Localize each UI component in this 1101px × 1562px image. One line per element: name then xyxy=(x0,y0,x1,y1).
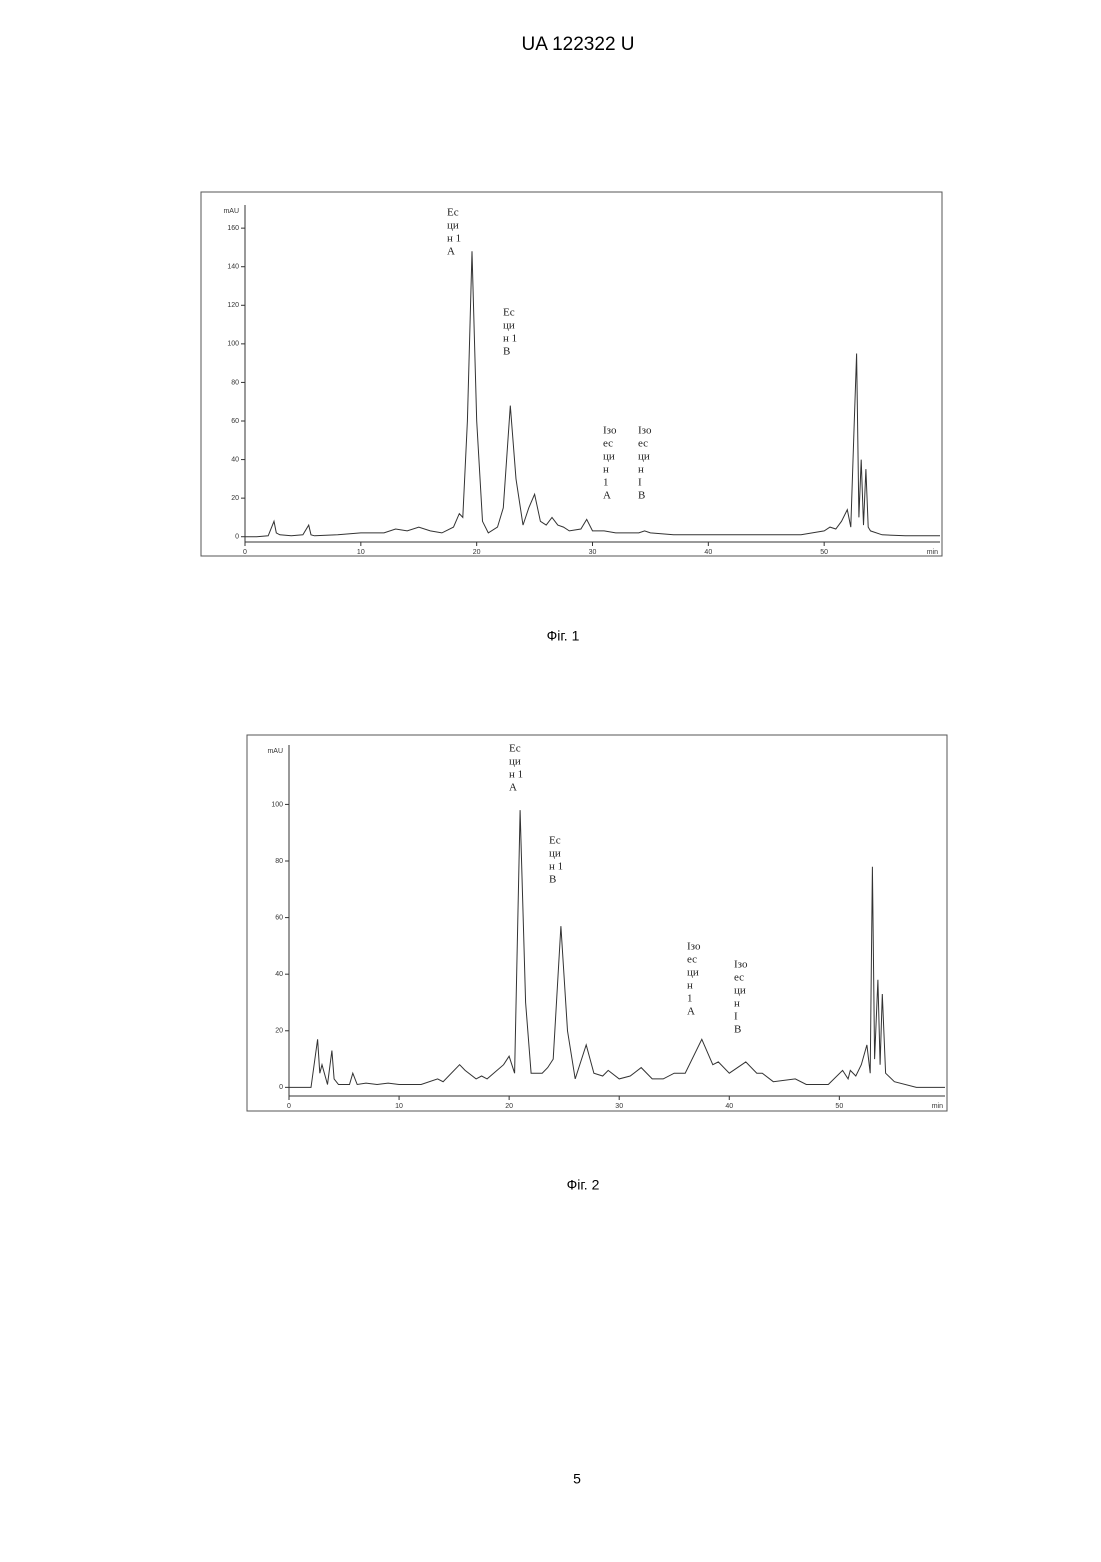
peak-annotation: н xyxy=(687,980,693,992)
peak-annotation: В xyxy=(734,1024,741,1036)
peak-annotation: ци xyxy=(509,756,521,768)
peak-annotation: А xyxy=(509,782,517,794)
y-tick-label: 100 xyxy=(227,341,239,348)
peak-annotation: н 1 xyxy=(503,333,517,345)
peak-annotation: Ізо xyxy=(734,959,748,971)
peak-annotation: н 1 xyxy=(447,233,461,245)
peak-annotation: н xyxy=(638,464,644,476)
figure-caption: Фіг. 2 xyxy=(567,1177,600,1193)
peak-annotation: ци xyxy=(549,848,561,860)
document-page: UA 122322 U 5 02040608010012014016001020… xyxy=(0,0,1101,1557)
y-tick-label: 20 xyxy=(275,1028,283,1035)
x-tick-label: 0 xyxy=(243,549,247,556)
peak-annotation: Ізо xyxy=(687,941,701,953)
peak-annotation: А xyxy=(447,246,455,258)
peak-annotation: І xyxy=(734,1011,738,1023)
x-tick-label: 50 xyxy=(820,549,828,556)
y-axis-label: mAU xyxy=(267,748,283,755)
peak-annotation: ес xyxy=(734,972,744,984)
peak-annotation: ци xyxy=(503,320,515,332)
peak-annotation: ес xyxy=(638,438,648,450)
peak-annotation: 1 xyxy=(687,993,693,1005)
y-tick-label: 140 xyxy=(227,264,239,271)
y-tick-label: 0 xyxy=(279,1084,283,1091)
peak-annotation: Ізо xyxy=(603,425,617,437)
peak-annotation: В xyxy=(549,874,556,886)
peak-annotation: ес xyxy=(687,954,697,966)
x-tick-label: 30 xyxy=(589,549,597,556)
figure-caption: Фіг. 1 xyxy=(547,628,580,644)
y-tick-label: 60 xyxy=(231,418,239,425)
y-tick-label: 80 xyxy=(275,858,283,865)
peak-annotation: н 1 xyxy=(549,861,563,873)
y-tick-label: 0 xyxy=(235,534,239,541)
y-axis-label: mAU xyxy=(223,208,239,215)
y-tick-label: 40 xyxy=(231,456,239,463)
x-axis-label: min xyxy=(927,549,938,556)
x-tick-label: 40 xyxy=(725,1103,733,1110)
y-tick-label: 40 xyxy=(275,971,283,978)
chart-frame xyxy=(247,735,947,1111)
peak-annotation: ци xyxy=(638,451,650,463)
x-tick-label: 20 xyxy=(473,549,481,556)
y-tick-label: 80 xyxy=(231,379,239,386)
peak-annotation: І xyxy=(638,477,642,489)
peak-annotation: н xyxy=(734,998,740,1010)
peak-annotation: ци xyxy=(734,985,746,997)
peak-annotation: н 1 xyxy=(509,769,523,781)
chart-frame xyxy=(201,192,942,556)
peak-annotation: ци xyxy=(603,451,615,463)
x-tick-label: 10 xyxy=(357,549,365,556)
x-tick-label: 0 xyxy=(287,1103,291,1110)
y-tick-label: 100 xyxy=(271,801,283,808)
peak-annotation: Ес xyxy=(503,307,515,319)
x-tick-label: 20 xyxy=(505,1103,513,1110)
y-tick-label: 20 xyxy=(231,495,239,502)
peak-annotation: Ес xyxy=(447,207,459,219)
x-axis-label: min xyxy=(932,1103,943,1110)
y-tick-label: 60 xyxy=(275,914,283,921)
page-number: 5 xyxy=(573,1471,581,1487)
peak-annotation: н xyxy=(603,464,609,476)
x-tick-label: 50 xyxy=(835,1103,843,1110)
x-tick-label: 40 xyxy=(704,549,712,556)
x-tick-label: 30 xyxy=(615,1103,623,1110)
peak-annotation: А xyxy=(687,1006,695,1018)
peak-annotation: Ес xyxy=(509,743,521,755)
page: {"header": "UA 122322 U", "page_number":… xyxy=(0,0,1101,1562)
peak-annotation: ци xyxy=(447,220,459,232)
peak-annotation: ес xyxy=(603,438,613,450)
peak-annotation: В xyxy=(503,346,510,358)
chromatogram-trace xyxy=(289,810,945,1087)
peak-annotation: 1 xyxy=(603,477,609,489)
x-tick-label: 10 xyxy=(395,1103,403,1110)
peak-annotation: Ес xyxy=(549,835,561,847)
peak-annotation: Ізо xyxy=(638,425,652,437)
header: UA 122322 U xyxy=(521,34,634,55)
y-tick-label: 120 xyxy=(227,302,239,309)
y-tick-label: 160 xyxy=(227,225,239,232)
peak-annotation: В xyxy=(638,490,645,502)
peak-annotation: ци xyxy=(687,967,699,979)
chromatogram-trace xyxy=(245,251,940,536)
peak-annotation: А xyxy=(603,490,611,502)
